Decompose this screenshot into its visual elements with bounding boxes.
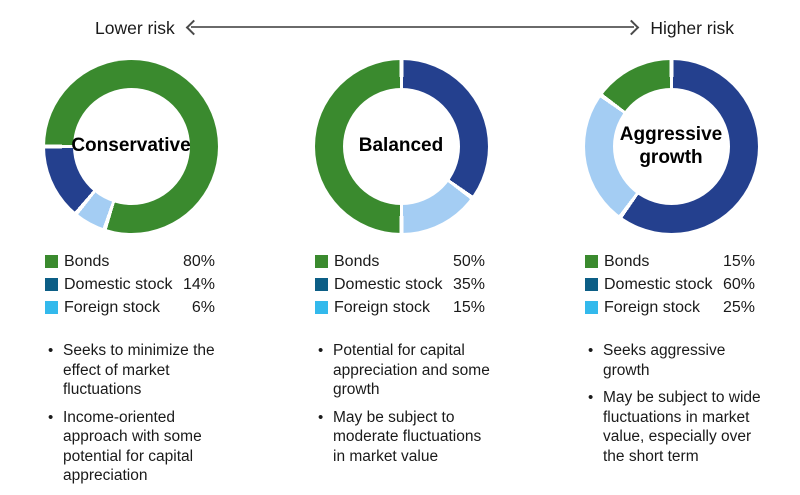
bonds-swatch-icon <box>45 255 58 268</box>
bullet-item: Income-oriented approach with some poten… <box>36 408 226 486</box>
arrow-line <box>190 26 635 28</box>
legend-balanced: Bonds 50% Domestic stock 35% Foreign sto… <box>306 250 496 319</box>
legend-label: Bonds <box>64 252 110 270</box>
domestic-stock-swatch-icon <box>315 278 328 291</box>
bullet-item: May be subject to moderate fluctuations … <box>306 408 496 467</box>
risk-arrow <box>185 19 640 36</box>
legend-percent: 14% <box>182 275 215 293</box>
legend-percent: 15% <box>452 298 485 316</box>
legend-row-foreign-stock: Foreign stock 25% <box>585 296 755 319</box>
domestic-stock-swatch-icon <box>585 278 598 291</box>
legend-row-domestic-stock: Domestic stock 35% <box>315 273 485 296</box>
foreign-stock-swatch-icon <box>45 301 58 314</box>
legend-percent: 60% <box>722 275 755 293</box>
bullet-item: Potential for capital appreciation and s… <box>306 341 496 400</box>
legend-label: Foreign stock <box>64 298 161 316</box>
legend-row-bonds: Bonds 15% <box>585 250 755 273</box>
higher-risk-label: Higher risk <box>650 17 734 38</box>
donut-hole: Aggressive growth <box>612 88 730 205</box>
legend-label: Foreign stock <box>604 298 701 316</box>
bullet-list-aggressive-growth: Seeks aggressive growth May be subject t… <box>576 341 766 466</box>
foreign-stock-swatch-icon <box>315 301 328 314</box>
legend-aggressive-growth: Bonds 15% Domestic stock 60% Foreign sto… <box>576 250 766 319</box>
arrow-right-head-icon <box>624 19 640 36</box>
portfolio-column-balanced: Balanced Bonds 50% Domestic stock 35% Fo… <box>306 60 496 486</box>
portfolio-columns: Conservative Bonds 80% Domestic stock 14… <box>0 60 800 486</box>
donut-hole: Conservative <box>71 88 191 205</box>
domestic-stock-swatch-icon <box>45 278 58 291</box>
legend-row-domestic-stock: Domestic stock 14% <box>45 273 215 296</box>
legend-row-bonds: Bonds 80% <box>45 250 215 273</box>
legend-label: Foreign stock <box>334 298 431 316</box>
donut-chart-conservative: Conservative <box>44 60 218 233</box>
bullet-list-balanced: Potential for capital appreciation and s… <box>306 341 496 466</box>
donut-title: Conservative <box>71 135 191 157</box>
legend-percent: 25% <box>722 298 755 316</box>
portfolio-column-aggressive-growth: Aggressive growth Bonds 15% Domestic sto… <box>576 60 766 486</box>
legend-row-bonds: Bonds 50% <box>315 250 485 273</box>
bullet-item: May be subject to wide fluctuations in m… <box>576 388 766 466</box>
legend-percent: 15% <box>722 252 755 270</box>
donut-chart-aggressive-growth: Aggressive growth <box>584 60 758 233</box>
risk-scale: Lower risk Higher risk <box>0 0 800 40</box>
bonds-swatch-icon <box>585 255 598 268</box>
bullet-list-conservative: Seeks to minimize the effect of market f… <box>36 341 226 486</box>
bullet-item: Seeks to minimize the effect of market f… <box>36 341 226 400</box>
legend-percent: 35% <box>452 275 485 293</box>
legend-percent: 50% <box>452 252 485 270</box>
donut-title: Balanced <box>358 135 444 157</box>
legend-percent: 80% <box>182 252 215 270</box>
legend-label: Domestic stock <box>604 275 713 293</box>
legend-row-foreign-stock: Foreign stock 15% <box>315 296 485 319</box>
donut-chart-balanced: Balanced <box>314 60 488 233</box>
portfolio-column-conservative: Conservative Bonds 80% Domestic stock 14… <box>36 60 226 486</box>
lower-risk-label: Lower risk <box>95 17 175 38</box>
legend-row-foreign-stock: Foreign stock 6% <box>45 296 215 319</box>
bonds-swatch-icon <box>315 255 328 268</box>
legend-row-domestic-stock: Domestic stock 60% <box>585 273 755 296</box>
legend-percent: 6% <box>191 298 215 316</box>
legend-label: Domestic stock <box>64 275 173 293</box>
donut-title: Aggressive growth <box>619 124 723 168</box>
bullet-item: Seeks aggressive growth <box>576 341 766 380</box>
donut-hole: Balanced <box>342 88 460 205</box>
legend-label: Bonds <box>604 252 650 270</box>
legend-label: Bonds <box>334 252 380 270</box>
legend-label: Domestic stock <box>334 275 443 293</box>
foreign-stock-swatch-icon <box>585 301 598 314</box>
legend-conservative: Bonds 80% Domestic stock 14% Foreign sto… <box>36 250 226 319</box>
